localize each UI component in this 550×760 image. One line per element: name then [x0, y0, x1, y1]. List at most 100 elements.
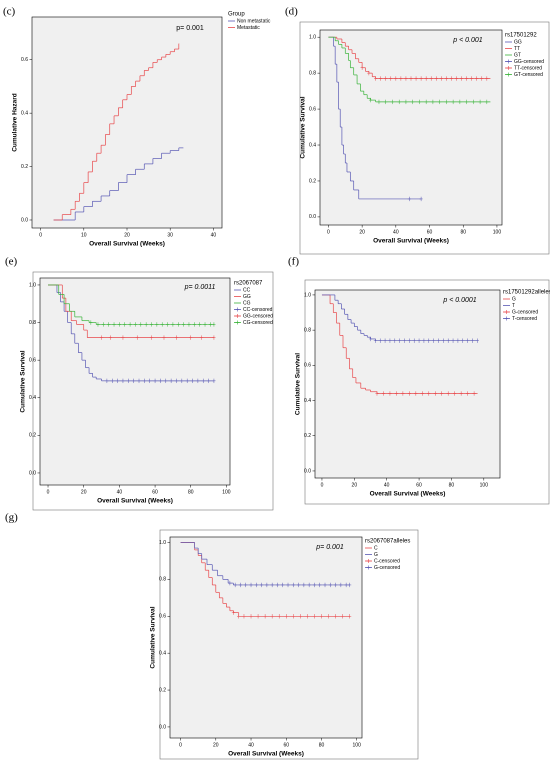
- legend-title: rs2067087alleles: [365, 539, 410, 545]
- censor-mark: [201, 378, 205, 384]
- censor-mark: [312, 614, 317, 619]
- censor-mark: [233, 582, 237, 588]
- censor-mark: [397, 99, 401, 105]
- censor-mark: [256, 614, 260, 619]
- censor-mark: [89, 320, 93, 325]
- censor-mark: [144, 322, 148, 327]
- censor-mark: [281, 582, 285, 588]
- censor-mark: [196, 378, 200, 384]
- censor-mark: [126, 378, 130, 384]
- censor-mark: [485, 76, 489, 81]
- legend-label: CC: [243, 287, 251, 293]
- x-tick-label: 80: [449, 482, 455, 488]
- censor-mark: [398, 338, 402, 343]
- legend-marker: [506, 59, 511, 64]
- legend-label: GG-censored: [514, 59, 544, 65]
- y-tick-label: 0.4: [309, 142, 316, 148]
- censor-mark: [373, 338, 377, 343]
- y-tick-label: 0.0: [309, 214, 316, 220]
- censor-mark: [284, 614, 288, 619]
- censor-mark: [319, 614, 324, 619]
- x-tick-label: 40: [117, 489, 123, 495]
- y-tick-label: 0.8: [29, 320, 36, 326]
- censor-mark: [123, 322, 127, 327]
- censor-mark: [198, 322, 202, 327]
- x-tick-label: 60: [427, 229, 433, 235]
- censor-mark: [286, 582, 290, 588]
- panel-label: (f): [288, 256, 299, 268]
- censor-mark: [180, 378, 184, 384]
- censor-mark: [302, 582, 306, 588]
- censor-mark: [323, 582, 327, 588]
- y-tick-label: 0.6: [159, 614, 166, 620]
- legend-marker: [506, 72, 511, 77]
- censor-mark: [427, 391, 431, 396]
- censor-mark: [341, 614, 345, 619]
- y-tick-label: 0.2: [309, 178, 316, 184]
- y-axis-label: Cumulative Survival: [150, 606, 157, 668]
- x-tick-label: 0: [39, 232, 42, 238]
- censor-mark: [485, 99, 489, 105]
- p-value: p= 0.001: [176, 25, 204, 32]
- y-tick-label: 0.4: [21, 110, 28, 116]
- censor-mark: [326, 614, 331, 619]
- legend-label: TT-censored: [514, 65, 542, 71]
- censor-mark: [368, 97, 373, 103]
- panel-label: (d): [285, 6, 298, 18]
- censor-mark: [153, 378, 157, 384]
- plot-area: [314, 289, 501, 479]
- censor-mark: [348, 614, 352, 619]
- y-tick-label: 1.0: [304, 292, 311, 298]
- censor-mark: [165, 322, 170, 327]
- censor-mark: [263, 614, 267, 619]
- censor-mark: [461, 338, 465, 343]
- censor-mark: [384, 76, 388, 81]
- censor-mark: [212, 335, 216, 340]
- censor-mark: [254, 582, 258, 588]
- censor-mark: [244, 582, 248, 588]
- censor-mark: [472, 391, 476, 396]
- censor-mark: [174, 378, 179, 384]
- legend-title: Group: [228, 12, 245, 18]
- censor-mark: [417, 338, 421, 343]
- legend-label: G: [374, 552, 378, 558]
- censor-mark: [383, 338, 387, 343]
- legend-label: GG-censored: [243, 313, 273, 319]
- y-tick-label: 0.6: [21, 57, 28, 63]
- censor-mark: [399, 76, 403, 81]
- x-tick-label: 0: [179, 742, 182, 748]
- censor-mark: [238, 582, 243, 588]
- censor-mark: [333, 582, 338, 588]
- x-tick-label: 0: [47, 489, 50, 495]
- censor-mark: [459, 76, 464, 81]
- censor-mark: [160, 322, 164, 327]
- legend-label: G-censored: [374, 565, 400, 571]
- legend-label: TT: [514, 46, 520, 52]
- x-tick-label: 40: [393, 229, 399, 235]
- censor-mark: [433, 391, 437, 396]
- censor-mark: [182, 322, 186, 327]
- censor-mark: [424, 76, 428, 81]
- x-tick-label: 40: [211, 232, 217, 238]
- censor-mark: [99, 335, 104, 340]
- legend-label: GT: [514, 52, 521, 58]
- y-axis-label: Cumulative Survival: [20, 350, 27, 412]
- y-tick-label: 0.2: [159, 687, 166, 693]
- censor-mark: [171, 322, 175, 327]
- censor-mark: [149, 335, 154, 340]
- censor-mark: [132, 378, 136, 384]
- x-axis-label: Overall Survival (Weeks): [97, 498, 173, 505]
- plot-area: [31, 16, 223, 229]
- censor-mark: [458, 99, 462, 105]
- censor-mark: [128, 322, 132, 327]
- censor-mark: [368, 336, 373, 342]
- censor-mark: [431, 99, 435, 105]
- panel-frame: [299, 21, 550, 255]
- y-tick-label: 0.8: [159, 577, 166, 583]
- y-tick-label: 1.0: [159, 540, 166, 546]
- censor-mark: [176, 322, 180, 327]
- censor-mark: [107, 322, 111, 327]
- censor-mark: [404, 76, 408, 81]
- censor-mark: [259, 582, 264, 588]
- censor-mark: [394, 391, 399, 396]
